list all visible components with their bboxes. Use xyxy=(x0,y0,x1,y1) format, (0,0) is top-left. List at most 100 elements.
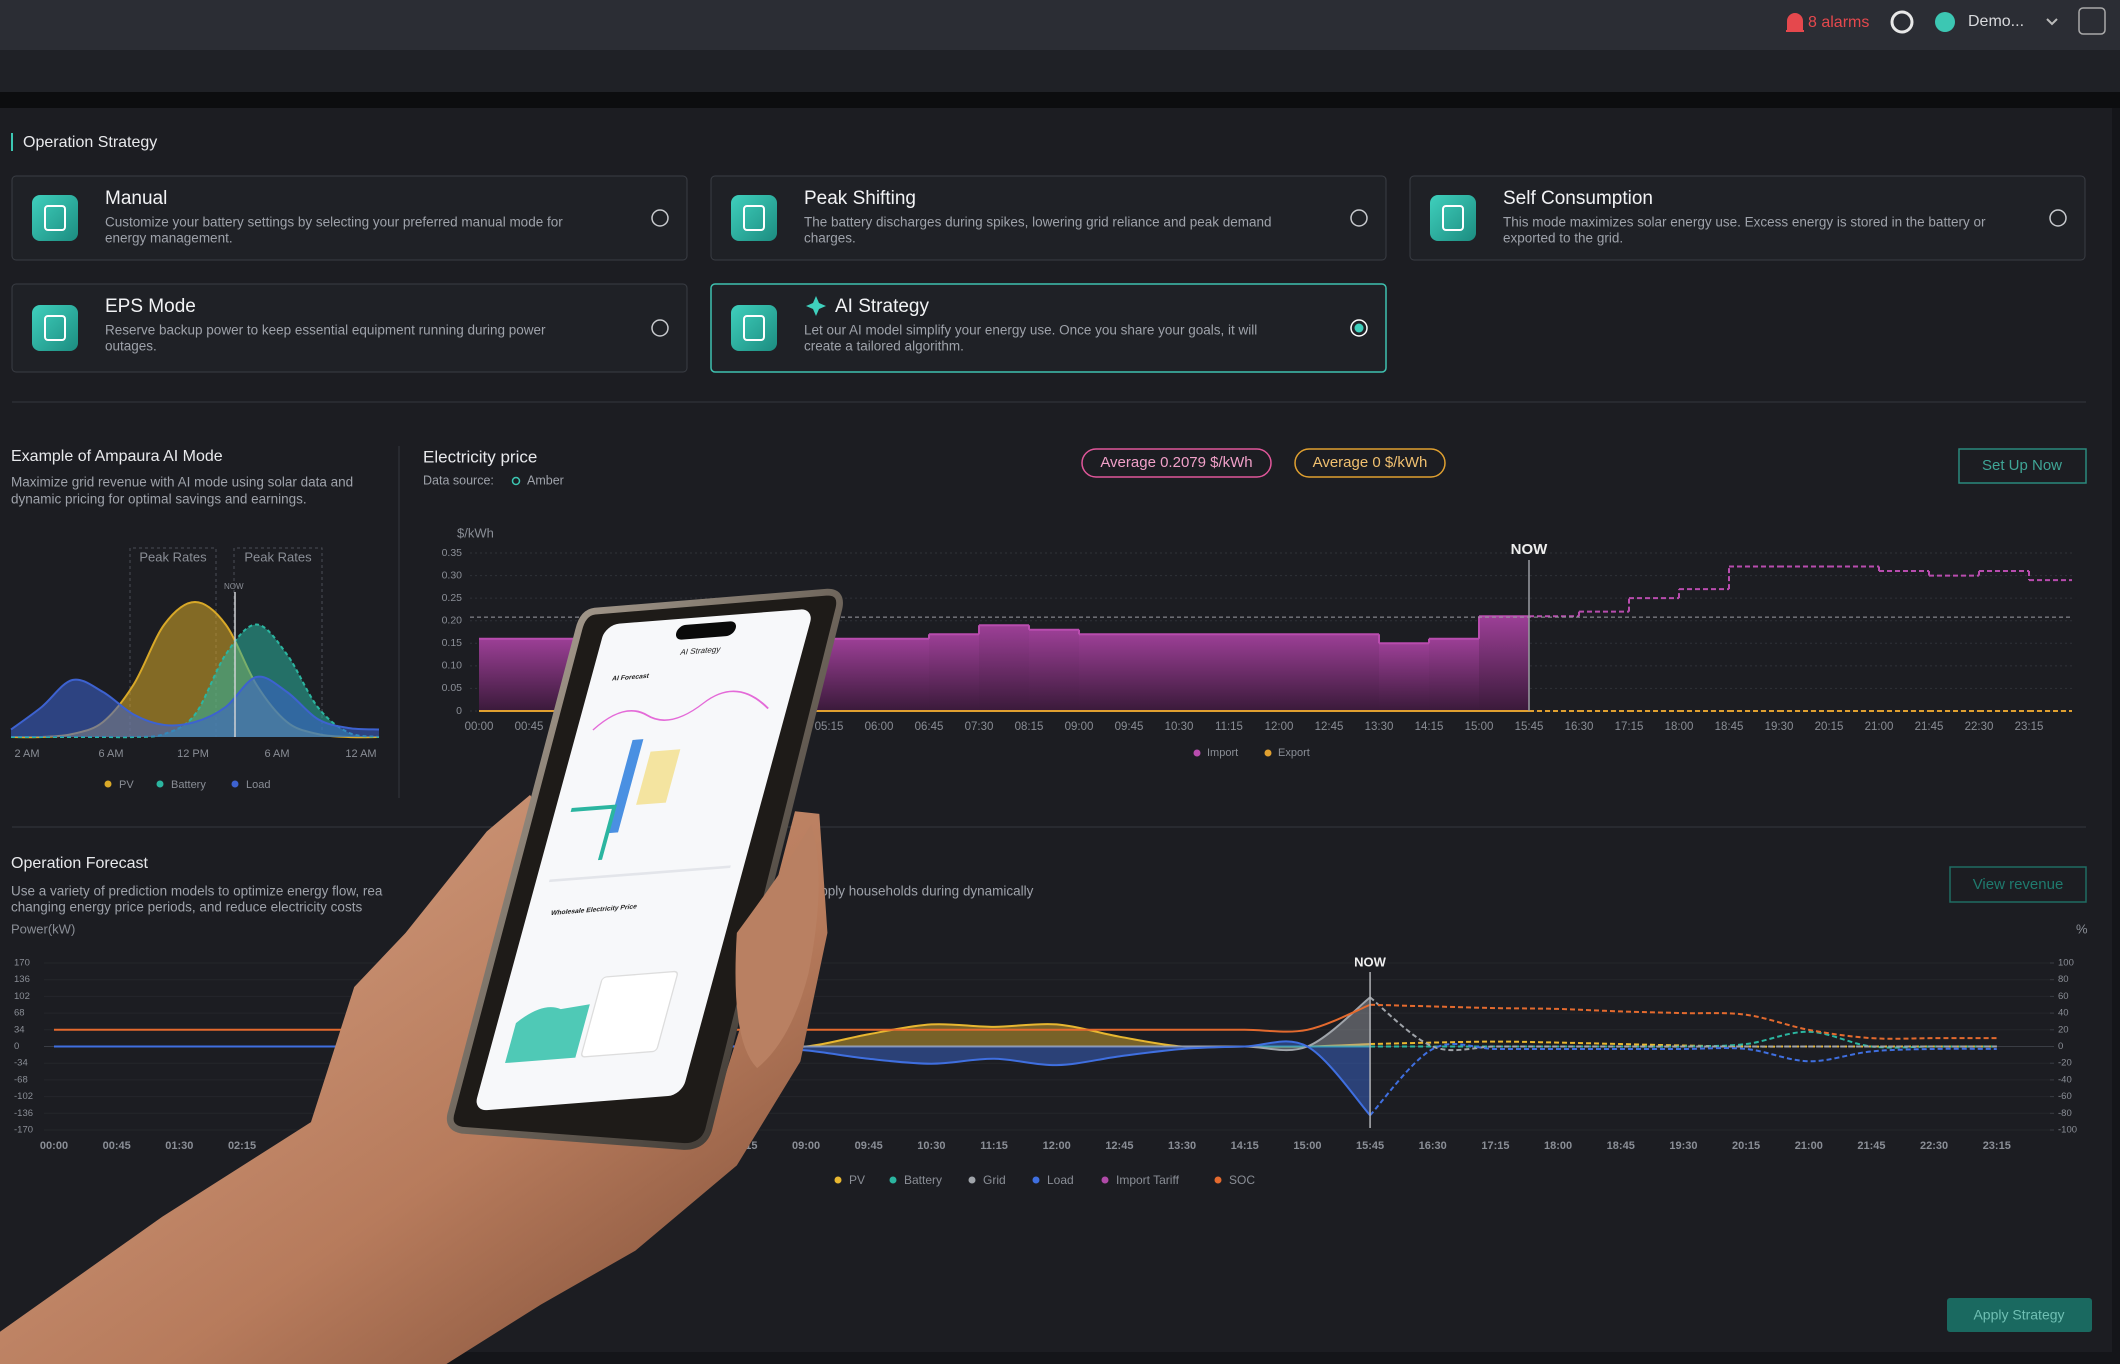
area-line xyxy=(10,675,380,731)
strategy-card[interactable] xyxy=(710,283,1387,373)
x-tick-label: 00:00 xyxy=(465,721,494,733)
y-tick-label: 0.35 xyxy=(442,547,463,559)
strategy-card[interactable] xyxy=(11,283,688,373)
x-tick-label: 6 AM xyxy=(264,748,289,760)
y2-tick-label: -20 xyxy=(2058,1058,2072,1069)
apps-icon[interactable] xyxy=(2078,7,2106,35)
radio[interactable] xyxy=(651,319,669,337)
card-title: EPS Mode xyxy=(105,296,196,317)
price-bar xyxy=(1479,616,1529,711)
x-tick-label: 22:30 xyxy=(1965,721,1994,733)
card-description: outages. xyxy=(105,339,157,354)
x-tick-label: 05:15 xyxy=(815,721,844,733)
y-tick-label: 0.25 xyxy=(442,592,463,604)
sparkle-icon xyxy=(806,296,826,316)
y2-tick-label: 100 xyxy=(2058,958,2074,969)
radio-dot xyxy=(1354,323,1364,333)
card-icon xyxy=(32,195,78,241)
price-bar xyxy=(479,638,529,711)
alarm-count[interactable]: 8 alarms xyxy=(1808,14,1869,31)
x-tick-label: 16:30 xyxy=(1565,721,1594,733)
legend-dot xyxy=(889,1176,897,1184)
x-tick-label: 11:15 xyxy=(1215,721,1243,733)
x-tick-label: 15:00 xyxy=(1293,1140,1321,1152)
screen xyxy=(476,609,811,1111)
view-revenue-label[interactable]: View revenue xyxy=(1973,876,2064,893)
y2-tick-label: 0 xyxy=(2058,1041,2063,1052)
user-name[interactable]: Demo... xyxy=(1968,13,2024,30)
card-description: create a tailored algorithm. xyxy=(804,339,964,354)
y2-axis-label: % xyxy=(2076,921,2088,936)
y-tick-label: 0.10 xyxy=(442,660,463,672)
y-axis-label: $/kWh xyxy=(457,525,494,540)
card-title: AI Strategy xyxy=(835,296,929,317)
radio[interactable] xyxy=(2049,209,2067,227)
x-tick-label: 10:30 xyxy=(1165,721,1194,733)
x-tick-label: 12:00 xyxy=(1265,721,1294,733)
legend-dot xyxy=(231,780,239,788)
y-tick-label: -102 xyxy=(14,1091,33,1102)
x-tick-label: 21:45 xyxy=(1915,721,1944,733)
price-bar xyxy=(1029,629,1079,711)
y-tick-label: 0.15 xyxy=(442,637,463,649)
avatar[interactable] xyxy=(1935,12,1955,32)
legend-label: PV xyxy=(849,1173,865,1187)
set-up-button[interactable] xyxy=(1958,448,2087,484)
strategy-cards: Manual Customize your battery settings by… xyxy=(11,175,2086,373)
y2-tick-label: 60 xyxy=(2058,991,2069,1002)
card-description: Let our AI model simplify your energy us… xyxy=(804,323,1257,338)
y2-tick-label: -80 xyxy=(2058,1108,2072,1119)
x-tick-label: 15:00 xyxy=(1465,721,1494,733)
top-bar xyxy=(0,0,2120,50)
radio[interactable] xyxy=(651,209,669,227)
y-tick-label: 68 xyxy=(14,1008,25,1019)
radio[interactable] xyxy=(1350,209,1368,227)
peak-label: Peak Rates xyxy=(244,549,312,564)
apply-button[interactable] xyxy=(1947,1298,2092,1332)
x-tick-label: 06:00 xyxy=(865,721,894,733)
forecast-description: supply households during dynamically xyxy=(806,884,1034,899)
card-title: Self Consumption xyxy=(1503,188,1653,209)
area-line xyxy=(11,623,380,739)
y-tick-label: 136 xyxy=(14,974,30,985)
card-description: charges. xyxy=(804,231,856,246)
card-description: energy management. xyxy=(105,231,233,246)
example-description: Maximize grid revenue with AI mode using… xyxy=(11,475,353,490)
phone-chart xyxy=(636,749,681,805)
x-tick-label: 12:00 xyxy=(1043,1140,1071,1152)
peak-label: Peak Rates xyxy=(139,549,207,564)
y2-tick-label: 20 xyxy=(2058,1024,2069,1035)
legend-dot xyxy=(1214,1176,1222,1184)
x-tick-label: 06:45 xyxy=(915,721,944,733)
card-icon-glyph xyxy=(743,205,765,231)
x-tick-label: 18:45 xyxy=(1715,721,1744,733)
apply-button-label[interactable]: Apply Strategy xyxy=(1973,1307,2064,1323)
x-tick-label: 09:00 xyxy=(792,1140,820,1152)
strategy-card[interactable] xyxy=(710,175,1387,261)
set-up-label[interactable]: Set Up Now xyxy=(1982,457,2062,474)
y-tick-label: 0 xyxy=(456,705,462,717)
x-tick-label: 13:30 xyxy=(1365,721,1394,733)
card-icon-glyph xyxy=(44,315,66,341)
header: 8 alarms Demo... xyxy=(1786,7,2106,35)
x-tick-label: 12 PM xyxy=(177,748,209,760)
globe-icon[interactable] xyxy=(1890,10,1914,34)
user-chevron[interactable] xyxy=(2046,18,2058,26)
section-accent xyxy=(11,133,13,151)
card-icon xyxy=(731,195,777,241)
example-panel: Example of Ampaura AI Mode Maximize grid … xyxy=(10,448,380,791)
x-tick-label: 15:45 xyxy=(1356,1140,1384,1152)
x-tick-label: 23:15 xyxy=(2015,721,2044,733)
x-tick-label: 2 AM xyxy=(14,748,39,760)
forecast-description: changing energy price periods, and reduc… xyxy=(11,900,362,915)
price-bar xyxy=(1279,634,1329,711)
legend-label: Battery xyxy=(904,1173,942,1187)
strategy-card[interactable] xyxy=(1409,175,2086,261)
card-description: exported to the grid. xyxy=(1503,231,1623,246)
strategy-card[interactable] xyxy=(11,175,688,261)
radio[interactable] xyxy=(1350,319,1368,337)
x-tick-label: 21:45 xyxy=(1857,1140,1885,1152)
forecast-description: Use a variety of prediction models to op… xyxy=(11,884,383,899)
average-badge xyxy=(1081,448,1272,478)
view-revenue-button[interactable] xyxy=(1949,866,2087,903)
